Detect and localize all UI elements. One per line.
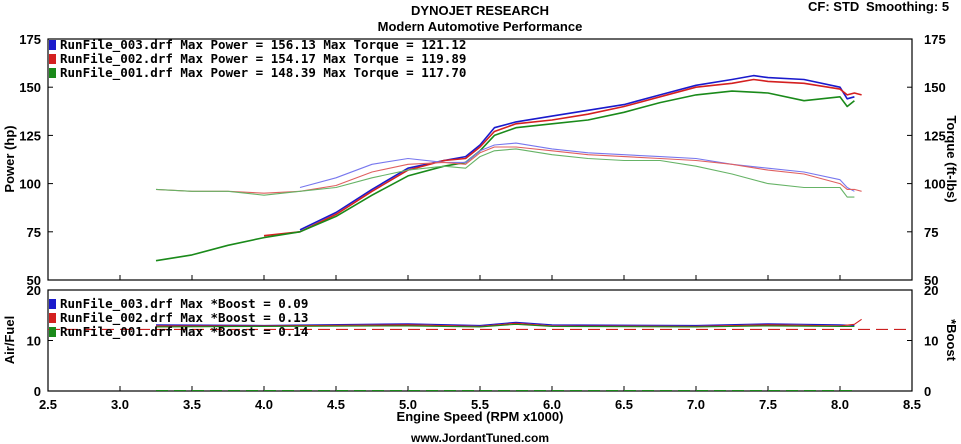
smoothing-label: Smoothing: 5 [866,0,949,14]
y-tick-label-left: 175 [19,32,41,47]
series-line-air-fuel-2 [155,323,855,328]
y-tick-label-left: 125 [19,128,41,143]
footer-url: www.JordantTuned.com [410,431,549,444]
legend-swatch [49,327,56,337]
y-tick-label-left: 75 [27,225,41,240]
cf-label: CF: STD [808,0,859,14]
y-tick-label-left: 10 [27,334,41,349]
x-tick-label: 3.5 [183,397,201,412]
y-axis-title-boost: *Boost [944,319,959,362]
x-tick-label: 8.0 [831,397,849,412]
y-axis-title-torque: Torque (ft-lbs) [944,115,959,202]
x-tick-label: 6.5 [615,397,633,412]
x-axis-title: Engine Speed (RPM x1000) [397,409,564,424]
airfuel-boost-panel [47,289,913,392]
y-axis-title-airfuel: Air/Fuel [2,316,17,364]
y-tick-label-right: 125 [924,128,946,143]
chart-title: DYNOJET RESEARCH [411,3,549,18]
chart-subtitle: Modern Automotive Performance [378,19,583,34]
legend-swatch [49,313,56,323]
x-tick-label: 5.5 [471,397,489,412]
x-tick-label: 2.5 [39,397,57,412]
legend: RunFile_003.drf Max Power = 156.13 Max T… [49,37,466,340]
series-line-torque-5 [155,148,855,198]
x-tick-label: 8.5 [903,397,921,412]
series-line-power-2 [155,90,855,262]
legend-swatch [49,299,56,309]
y-tick-label-right: 175 [924,32,946,47]
x-tick-label: 4.5 [327,397,345,412]
y-tick-label-right: 50 [924,273,938,288]
legend-entry: RunFile_002.drf Max *Boost = 0.13 [60,310,308,326]
legend-entry: RunFile_003.drf Max Power = 156.13 Max T… [60,37,466,53]
y-tick-label-right: 100 [924,177,946,192]
legend-entry: RunFile_001.drf Max Power = 148.39 Max T… [60,65,466,81]
x-tick-label: 3.0 [111,397,129,412]
series-line-power-1 [263,78,862,237]
y-tick-label-left: 0 [34,384,41,399]
series-line-torque-3 [299,142,855,192]
legend-entry: RunFile_001.drf Max *Boost = 0.14 [60,324,308,340]
x-tick-label: 7.5 [759,397,777,412]
y-tick-label-right: 75 [924,225,938,240]
y-tick-label-left: 50 [27,273,41,288]
y-tick-label-right: 0 [924,384,931,399]
y-tick-label-right: 20 [924,283,938,298]
y-tick-label-left: 20 [27,283,41,298]
legend-entry: RunFile_002.drf Max Power = 154.17 Max T… [60,51,466,67]
x-tick-label: 6.0 [543,397,561,412]
x-tick-label: 7.0 [687,397,705,412]
series-lines [48,74,912,392]
x-tick-label: 4.0 [255,397,273,412]
power-torque-panel [47,38,913,281]
series-line-air-fuel-0 [155,321,855,326]
legend-swatch [49,54,56,64]
legend-swatch [49,68,56,78]
y-tick-label-left: 100 [19,177,41,192]
legend-entry: RunFile_003.drf Max *Boost = 0.09 [60,296,308,312]
y-tick-label-left: 150 [19,80,41,95]
legend-swatch [49,40,56,50]
tick-labels: 50 50 75 75 100 100 125 125 150 150 175 175 0 0 10 10 20… [19,32,945,412]
y-tick-label-right: 10 [924,334,938,349]
y-axis-title-power: Power (hp) [2,125,17,192]
y-tick-label-right: 150 [924,80,946,95]
series-line-power-0 [299,74,855,231]
x-tick-label: 5.0 [399,397,417,412]
